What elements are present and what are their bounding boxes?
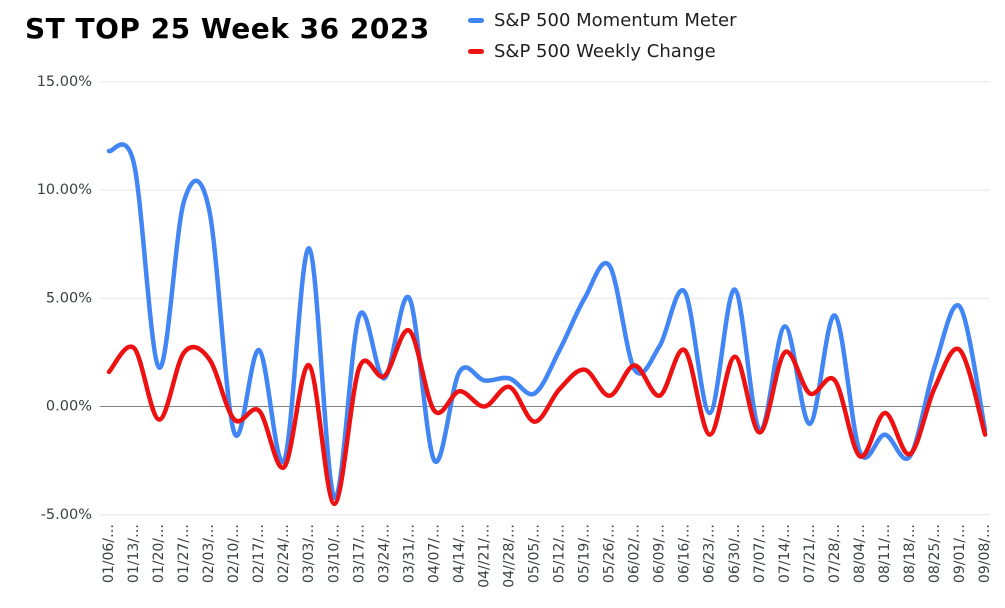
series-line-s-p-500-momentum-meter — [106, 142, 988, 500]
x-axis-tick-label: 05/26/… — [602, 524, 618, 583]
legend-label: S&P 500 Weekly Change — [494, 41, 716, 62]
series-line-s-p-500-weekly-change — [106, 328, 988, 507]
x-axis-tick-label: 07/28/… — [827, 524, 843, 583]
x-axis-tick-label: 07/14/… — [777, 524, 793, 583]
x-axis-tick-label: 05/05/… — [527, 524, 543, 583]
x-axis-tick-label: 02/24/… — [276, 524, 292, 583]
x-axis-tick-label: 06/23/… — [702, 524, 718, 583]
x-axis-tick-label: 07/07/… — [752, 524, 768, 583]
x-axis-tick-label: 01/27/… — [176, 524, 192, 583]
legend-swatch-icon — [468, 49, 484, 54]
x-axis-tick-label: 08/18/… — [902, 524, 918, 583]
y-axis-tick-label: 10.00% — [37, 182, 92, 198]
x-axis-tick-label: 02/17/… — [251, 524, 267, 583]
x-axis-tick-label: 04//21/… — [476, 524, 492, 588]
x-axis-tick-label: 06/16/… — [677, 524, 693, 583]
chart-title: ST TOP 25 Week 36 2023 — [25, 12, 430, 45]
x-axis-tick-label: 09/08/… — [977, 524, 993, 583]
x-axis-tick-label: 01/06/… — [101, 524, 117, 583]
x-axis-tick-label: 04/07/… — [426, 524, 442, 583]
legend-item-0: S&P 500 Momentum Meter — [468, 6, 737, 35]
x-axis-tick-label: 08/11/… — [877, 524, 893, 583]
x-axis-tick-label: 01/20/… — [151, 524, 167, 583]
x-axis-tick-label: 03/24/… — [376, 524, 392, 583]
x-axis-tick-label: 02/10/… — [226, 524, 242, 583]
x-axis-tick-label: 03/31/… — [401, 524, 417, 583]
legend-label: S&P 500 Momentum Meter — [494, 10, 737, 31]
x-axis-tick-label: 09/01/… — [952, 524, 968, 583]
x-axis-tick-label: 03/03/… — [301, 524, 317, 583]
y-axis-tick-label: 5.00% — [46, 290, 92, 306]
x-axis-tick-label: 04//28/… — [501, 524, 517, 588]
x-axis-tick-label: 06/30/… — [727, 524, 743, 583]
y-axis-tick-label: 15.00% — [37, 74, 92, 90]
x-axis-tick-label: 05/19/… — [577, 524, 593, 583]
x-axis-tick-label: 08/25/… — [927, 524, 943, 583]
x-axis-tick-label: 03/10/… — [326, 524, 342, 583]
x-axis-tick-label: 05/12/… — [552, 524, 568, 583]
x-axis-tick-label: 07/21/… — [802, 524, 818, 583]
y-axis-tick-label: -5.00% — [41, 507, 92, 523]
legend-item-1: S&P 500 Weekly Change — [468, 37, 737, 66]
x-axis-tick-label: 02/03/… — [201, 524, 217, 583]
x-axis-tick-label: 04/14/… — [451, 524, 467, 583]
chart-legend: S&P 500 Momentum Meter S&P 500 Weekly Cha… — [468, 6, 737, 66]
x-axis-tick-label: 08/04/… — [852, 524, 868, 583]
y-axis-tick-label: 0.00% — [46, 399, 92, 415]
legend-swatch-icon — [468, 18, 484, 23]
x-axis-tick-label: 06/02/… — [627, 524, 643, 583]
x-axis-tick-label: 03/17/… — [351, 524, 367, 583]
x-axis-tick-label: 06/09/… — [652, 524, 668, 583]
x-axis-tick-label: 01/13/… — [126, 524, 142, 583]
